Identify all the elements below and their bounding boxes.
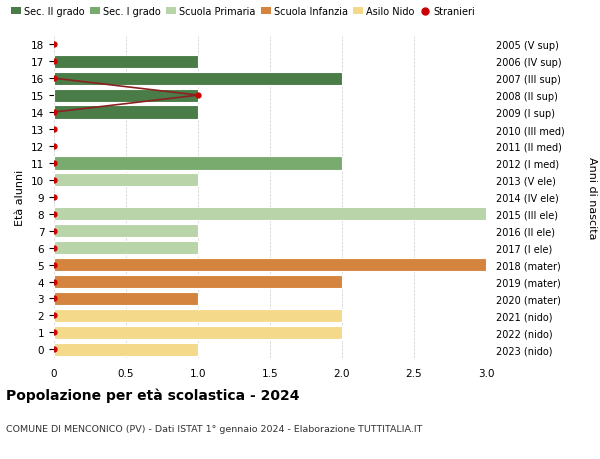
Legend: Sec. II grado, Sec. I grado, Scuola Primaria, Scuola Infanzia, Asilo Nido, Stran: Sec. II grado, Sec. I grado, Scuola Prim…	[11, 7, 475, 17]
Text: COMUNE DI MENCONICO (PV) - Dati ISTAT 1° gennaio 2024 - Elaborazione TUTTITALIA.: COMUNE DI MENCONICO (PV) - Dati ISTAT 1°…	[6, 425, 422, 434]
Bar	[54, 106, 198, 119]
Bar	[54, 174, 198, 187]
Bar	[54, 292, 198, 305]
Y-axis label: Età alunni: Età alunni	[16, 169, 25, 225]
Bar	[54, 241, 198, 255]
Bar	[54, 343, 198, 356]
Bar	[54, 73, 342, 85]
Bar	[54, 326, 342, 339]
Bar	[54, 224, 198, 238]
Bar	[54, 207, 486, 221]
Text: Anni di nascita: Anni di nascita	[587, 156, 597, 239]
Bar	[54, 56, 198, 69]
Bar	[54, 258, 486, 272]
Bar	[54, 157, 342, 170]
Bar	[54, 275, 342, 289]
Bar	[54, 309, 342, 322]
Text: Popolazione per età scolastica - 2024: Popolazione per età scolastica - 2024	[6, 388, 299, 403]
Bar	[54, 90, 198, 102]
